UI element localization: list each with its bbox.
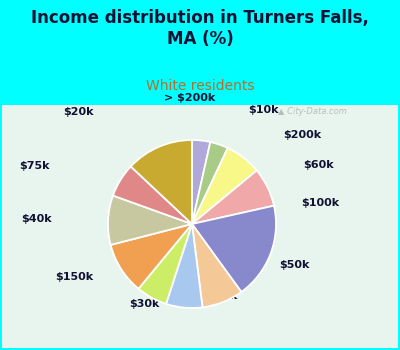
Text: $10k: $10k [248,105,278,115]
Wedge shape [192,170,274,224]
Wedge shape [192,142,228,224]
Wedge shape [166,224,202,308]
Text: $150k: $150k [55,272,93,282]
Wedge shape [192,206,276,292]
Bar [2,105,398,348]
Text: $100k: $100k [301,198,339,208]
Text: ▲ City-Data.com: ▲ City-Data.com [278,107,347,116]
Text: $50k: $50k [279,260,309,270]
Text: $40k: $40k [21,214,51,224]
Wedge shape [113,167,192,224]
Text: Income distribution in Turners Falls,
MA (%): Income distribution in Turners Falls, MA… [31,9,369,48]
Text: $75k: $75k [19,161,49,171]
Text: $60k: $60k [303,160,333,169]
Wedge shape [192,140,210,224]
Text: $125k: $125k [199,291,237,301]
Text: $200k: $200k [283,130,321,140]
Wedge shape [111,224,192,289]
Wedge shape [131,140,192,224]
Wedge shape [138,224,192,304]
Text: White residents: White residents [146,79,254,93]
Wedge shape [192,224,241,307]
Wedge shape [108,196,192,245]
Text: $20k: $20k [63,107,93,117]
Text: $30k: $30k [129,299,159,309]
Wedge shape [192,148,257,224]
Text: > $200k: > $200k [164,93,216,103]
